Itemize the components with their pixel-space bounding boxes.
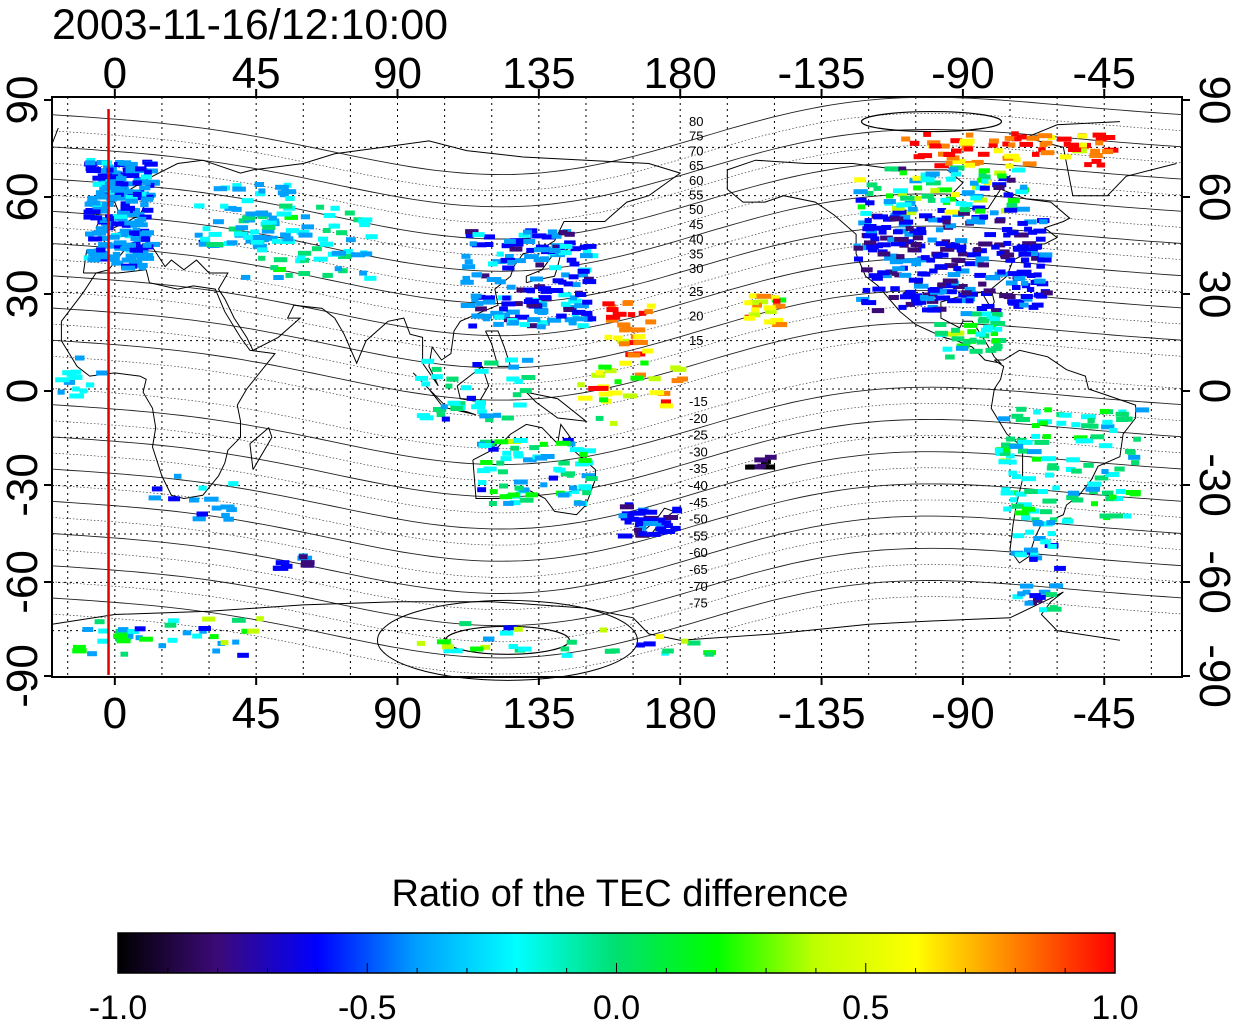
x-tick-label-bottom: -135 [778, 689, 866, 738]
colorbar-ticks [117, 963, 1116, 973]
x-tick-label-bottom: 45 [232, 689, 281, 738]
y-tick-label-right: 90 [1190, 76, 1239, 125]
colorbar-tick-label: -1.0 [89, 989, 148, 1024]
contour-label: 65 [689, 158, 703, 173]
contour-label: -50 [689, 512, 708, 527]
x-tick-label-top: 180 [643, 49, 716, 98]
x-tick-label-bottom: -90 [931, 689, 995, 738]
y-tick-label-left: -60 [0, 550, 47, 614]
contour-label: -65 [689, 562, 708, 577]
x-tick-label-bottom: 0 [103, 689, 127, 738]
axis-tick-labels: 0 0 45 45 90 90 135 135 180 180 -135 -135 -90 -90 -45 -… [0, 49, 1239, 738]
colorbar-tick-label: -0.5 [338, 989, 397, 1024]
y-tick-label-left: 30 [0, 270, 47, 319]
contour-label: 75 [689, 129, 703, 144]
tec-difference-map: 8075706560555045403530252015-15-20-25-30… [0, 49, 1239, 738]
y-tick-label-left: 60 [0, 173, 47, 222]
contour-label: -45 [689, 495, 708, 510]
x-tick-label-top: 135 [502, 49, 575, 98]
y-tick-label-left: 90 [0, 76, 47, 125]
contour-label: 15 [689, 333, 703, 348]
contour-label: 80 [689, 114, 703, 129]
contour-label: 50 [689, 202, 703, 217]
contour-label: 20 [689, 309, 703, 324]
x-tick-label-top: 45 [232, 49, 281, 98]
y-tick-label-left: -90 [0, 644, 47, 708]
contour-label: 35 [689, 246, 703, 261]
y-tick-label-right: 60 [1190, 173, 1239, 222]
contour-label: -35 [689, 461, 708, 476]
y-tick-label-right: 30 [1190, 270, 1239, 319]
x-tick-label-top: 0 [103, 49, 127, 98]
contour-label: 25 [689, 284, 703, 299]
y-tick-label-left: -30 [0, 453, 47, 517]
colorbar-title: Ratio of the TEC difference [391, 873, 849, 915]
map-frame [51, 96, 1183, 678]
contour-label: 70 [689, 143, 703, 158]
colorbar-tick-label: 0.5 [842, 989, 889, 1024]
x-tick-label-bottom: 180 [643, 689, 716, 738]
x-tick-label-top: -45 [1072, 49, 1136, 98]
contour-label: -25 [689, 428, 708, 443]
contour-label: 45 [689, 217, 703, 232]
colorbar: -1.0 -0.5 0.0 0.5 1.0 [89, 932, 1139, 1024]
contour-label: 55 [689, 188, 703, 203]
contour-label: -40 [689, 478, 708, 493]
x-tick-label-top: -135 [778, 49, 866, 98]
contour-label: 40 [689, 232, 703, 247]
y-tick-label-right: -90 [1190, 644, 1239, 708]
contour-label: -70 [689, 579, 708, 594]
y-tick-label-right: -60 [1190, 550, 1239, 614]
contour-label: 60 [689, 173, 703, 188]
contour-label: -75 [689, 596, 708, 611]
colorbar-tick-label: 1.0 [1091, 989, 1138, 1024]
contour-label: -20 [689, 411, 708, 426]
contour-label: 30 [689, 261, 703, 276]
y-tick-label-right: 0 [1190, 379, 1239, 403]
contour-label: -60 [689, 545, 708, 560]
x-tick-label-top: -90 [931, 49, 995, 98]
colorbar-tick-label: 0.0 [593, 989, 640, 1024]
y-tick-label-left: 0 [0, 379, 47, 403]
contour-label: -55 [689, 528, 708, 543]
axis-ticks [44, 89, 1190, 685]
colorbar-tick-labels: -1.0 -0.5 0.0 0.5 1.0 [89, 989, 1139, 1024]
map-timestamp-title: 2003-11-16/12:10:00 [52, 1, 449, 49]
x-tick-label-top: 90 [373, 49, 422, 98]
x-tick-label-bottom: -45 [1072, 689, 1136, 738]
contour-label: -15 [689, 394, 708, 409]
contour-label: -30 [689, 444, 708, 459]
x-tick-label-bottom: 135 [502, 689, 575, 738]
y-tick-label-right: -30 [1190, 453, 1239, 517]
x-tick-label-bottom: 90 [373, 689, 422, 738]
